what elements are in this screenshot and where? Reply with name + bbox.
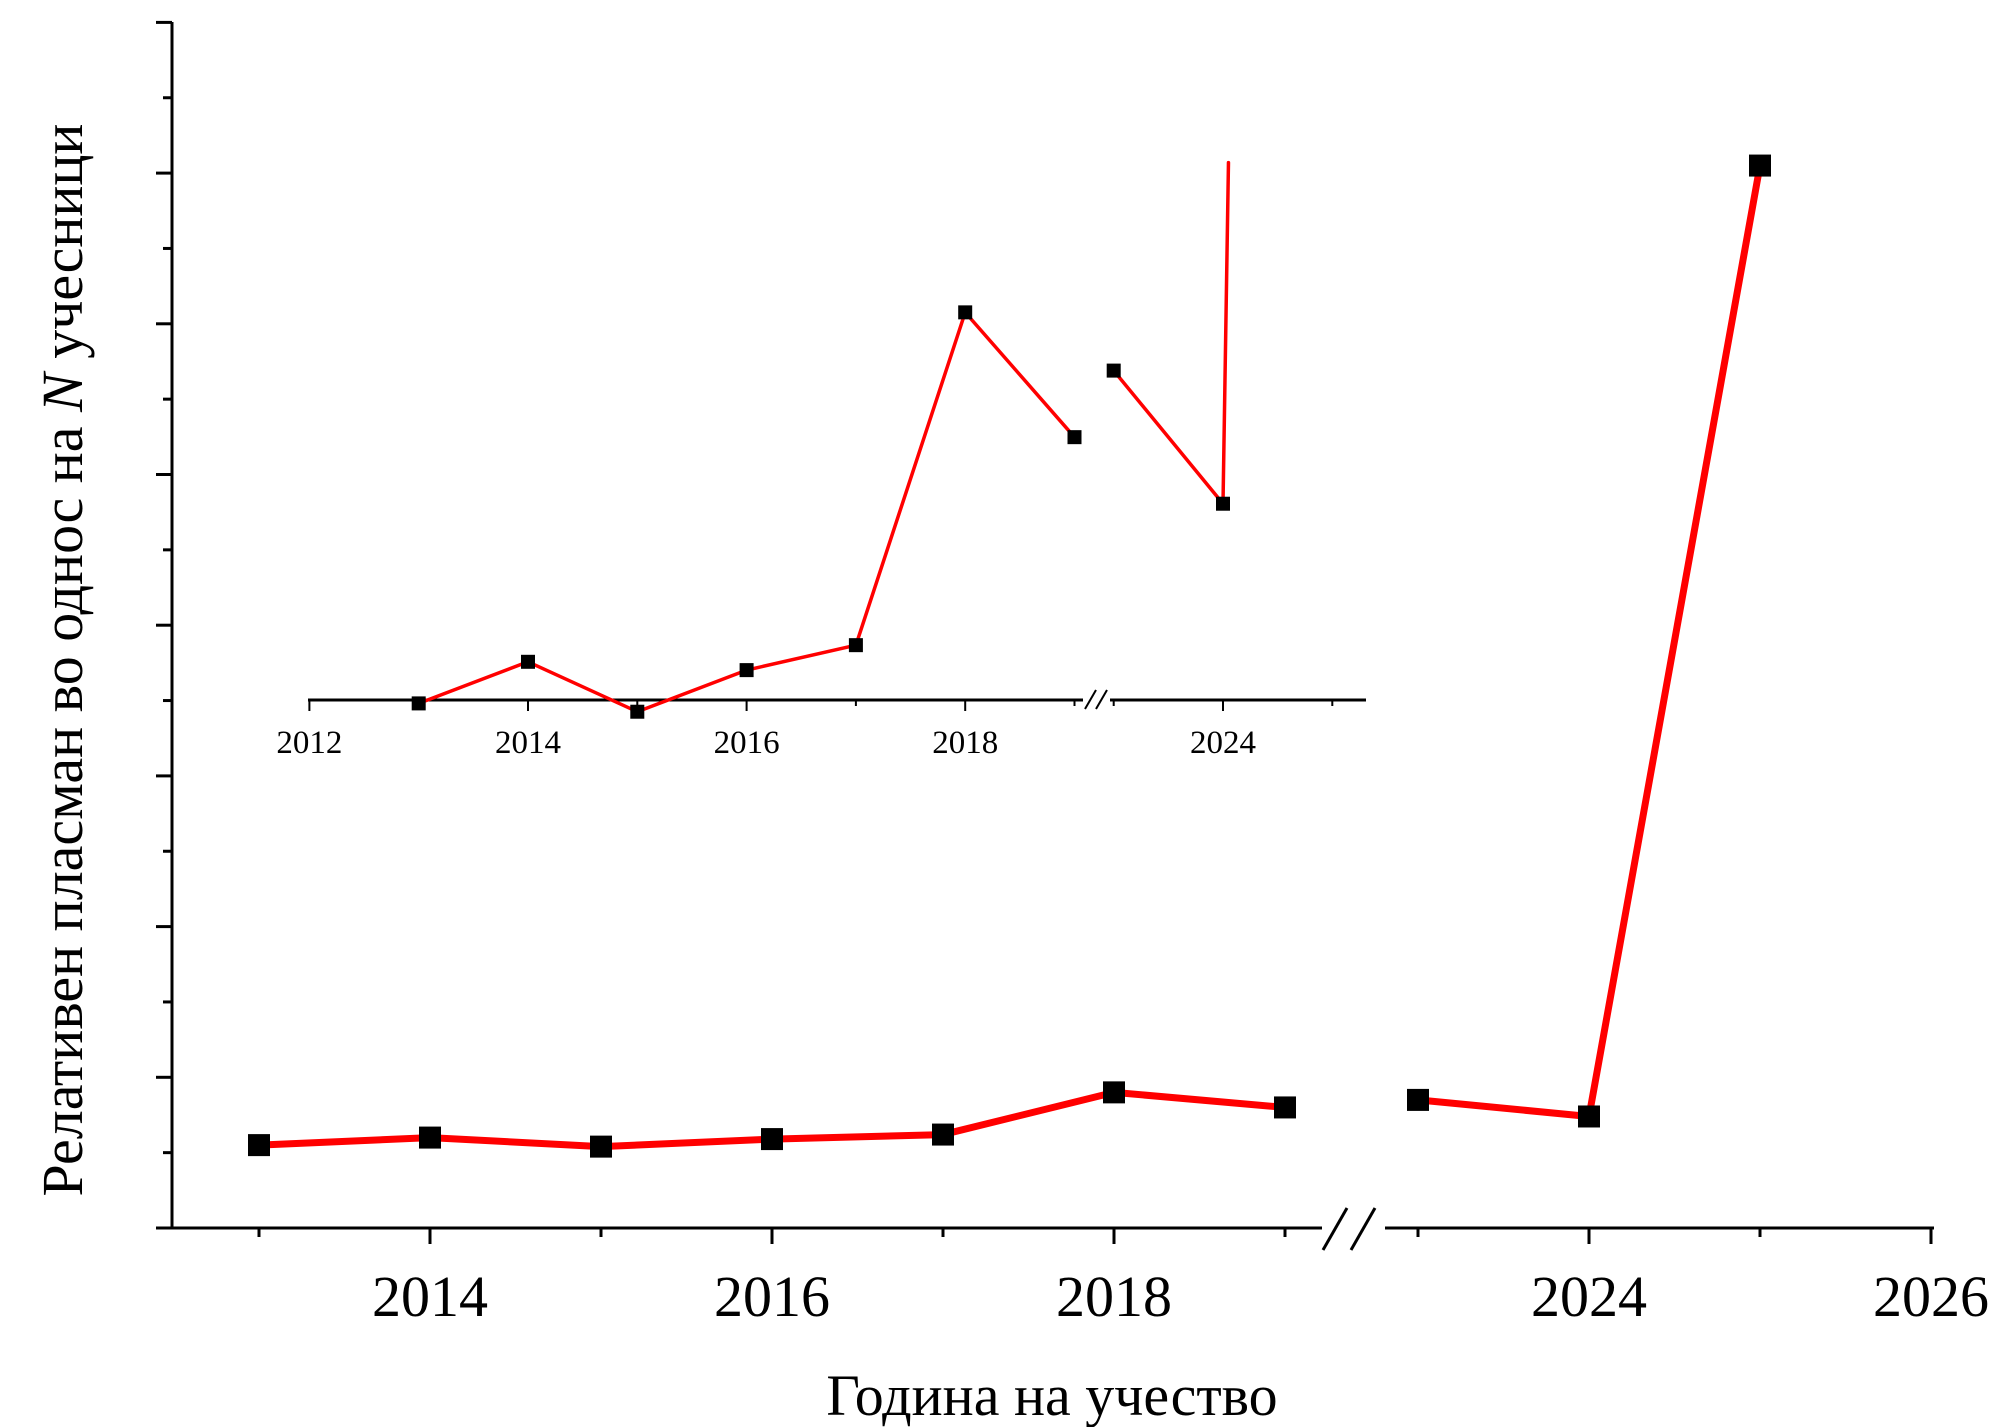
inset-data-point-marker: [958, 305, 973, 320]
data-point-marker: [1578, 1105, 1600, 1128]
data-point-marker: [932, 1123, 954, 1146]
y-axis-title: Релативен пласман во однос на N учесници: [30, 124, 95, 1197]
inset-x-tick-label: 2012: [276, 725, 342, 761]
data-point-marker: [419, 1126, 441, 1149]
inset-x-tick-label: 2016: [714, 725, 780, 761]
main-plot: 2014 2016 2018 2024 2026: [156, 20, 1989, 1329]
inset-data-point-marker: [1216, 496, 1230, 511]
inset-x-tick-label: 2014: [495, 725, 561, 761]
inset-plot: 2012 2014 2016 2018 2024: [276, 160, 1366, 761]
y-axis-title-part-3: учесници: [30, 124, 95, 374]
data-point-marker: [1407, 1088, 1429, 1111]
x-tick-label: 2026: [1873, 1264, 1989, 1329]
inset-series-line: [416, 310, 1077, 714]
data-point-marker: [1749, 154, 1771, 177]
inset-data-point-marker: [1106, 363, 1121, 378]
data-point-marker: [590, 1135, 612, 1158]
inset-data-point-marker: [630, 704, 645, 719]
inset-data-point-marker: [739, 663, 754, 678]
x-tick-label: 2016: [714, 1264, 830, 1329]
x-axis-break-mark: [1349, 1207, 1377, 1251]
data-point-marker: [1274, 1096, 1296, 1119]
data-point-marker: [248, 1134, 270, 1157]
inset-data-point-marker: [1067, 430, 1082, 445]
inset-x-axis-break-mark: [1095, 689, 1108, 710]
x-tick-label: 2014: [372, 1264, 488, 1329]
x-tick-label: 2018: [1056, 1264, 1172, 1329]
data-point-marker: [1103, 1081, 1125, 1104]
x-tick-label: 2024: [1531, 1264, 1647, 1329]
data-point-marker: [761, 1128, 783, 1151]
inset-x-tick-label: 2024: [1190, 725, 1256, 761]
x-axis-title: Година на учество: [826, 1363, 1277, 1427]
x-axis-break-mark: [1321, 1207, 1349, 1251]
inset-x-axis-break-mark: [1084, 689, 1097, 710]
inset-data-point-marker: [521, 654, 535, 669]
inset-data-point-marker: [411, 696, 426, 711]
y-axis-title-part-1: Релативен пласман во однос на: [30, 412, 95, 1197]
series-line: [1414, 162, 1764, 1120]
inset-data-point-marker: [848, 638, 863, 653]
inset-series-line: [1111, 160, 1231, 506]
y-axis-title-n: N: [30, 370, 95, 413]
inset-x-tick-label: 2018: [932, 725, 998, 761]
